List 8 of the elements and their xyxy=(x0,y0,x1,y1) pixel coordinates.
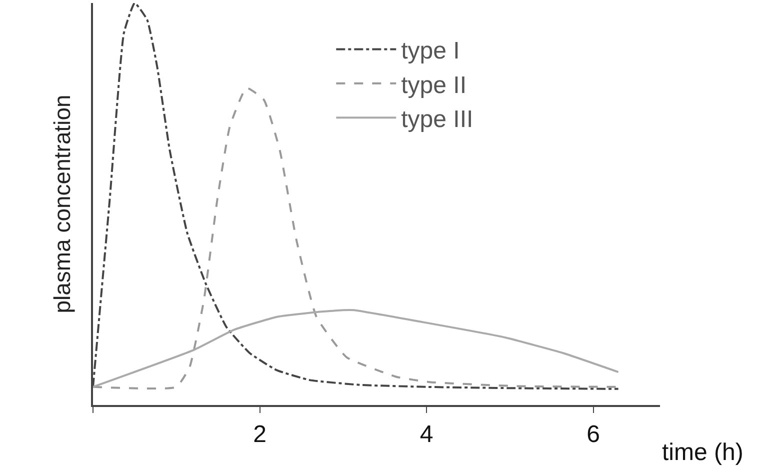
x-axis-title: time (h) xyxy=(662,439,744,466)
legend-label: type III xyxy=(401,106,474,133)
legend-label: type II xyxy=(401,72,467,99)
x-tick-label: 2 xyxy=(253,420,266,448)
x-tick-label: 6 xyxy=(586,420,600,448)
x-tick-label: 4 xyxy=(420,420,434,448)
y-axis-title: plasma concentration xyxy=(48,94,75,314)
legend-label: type I xyxy=(401,38,460,65)
